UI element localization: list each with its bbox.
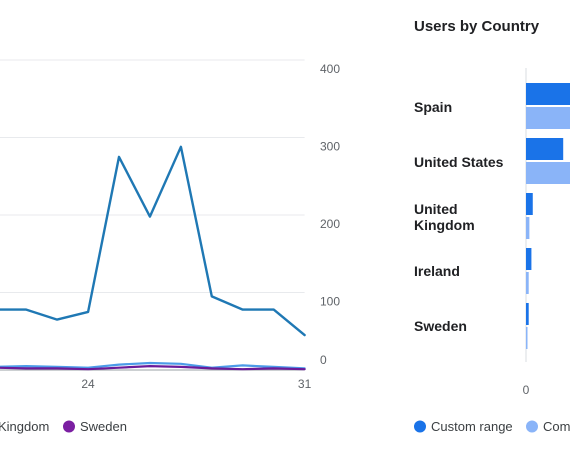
country-label: United Kingdom <box>414 201 475 233</box>
country-bar <box>526 193 533 215</box>
y-tick-label: 300 <box>320 140 340 154</box>
country-bar <box>526 303 529 325</box>
country-label: Ireland <box>414 263 460 279</box>
country-bar <box>526 138 564 160</box>
country-bar <box>526 248 532 270</box>
bar-legend-swatch <box>414 420 426 433</box>
y-tick-label: 100 <box>320 295 340 309</box>
line-legend-item-label: Sweden <box>80 419 127 434</box>
users-over-time-line-chart: 400 300 200 100 0 24 31 Kingdom Sweden <box>0 59 340 434</box>
y-tick-label: 400 <box>320 62 340 76</box>
country-label: Sweden <box>414 318 467 334</box>
country-bar <box>526 327 528 349</box>
line-series <box>0 365 306 371</box>
country-bar <box>526 83 570 105</box>
line-legend-item-label: Kingdom <box>0 419 49 434</box>
country-bar <box>526 162 570 184</box>
country-bar <box>526 217 530 239</box>
bar-legend-item-label: Com <box>543 419 570 434</box>
users-by-country-bar-chart: Users by Country 0 Spain United States Unit… <box>414 18 570 434</box>
line-series <box>0 145 306 337</box>
x-tick-label: 31 <box>298 377 312 391</box>
x-tick-label: 24 <box>81 377 95 391</box>
bar-x-tick-label: 0 <box>523 383 530 397</box>
bar-chart-title: Users by Country <box>414 18 540 35</box>
country-label: Spain <box>414 99 452 115</box>
y-tick-label: 200 <box>320 217 340 231</box>
y-tick-label: 0 <box>320 353 327 367</box>
country-bar <box>526 272 529 294</box>
country-bar <box>526 107 570 129</box>
line-series <box>0 361 306 370</box>
line-legend-swatch <box>63 420 75 433</box>
bar-legend-swatch <box>526 420 538 433</box>
country-label: United States <box>414 154 504 170</box>
bar-legend-item-label: Custom range <box>431 419 513 434</box>
